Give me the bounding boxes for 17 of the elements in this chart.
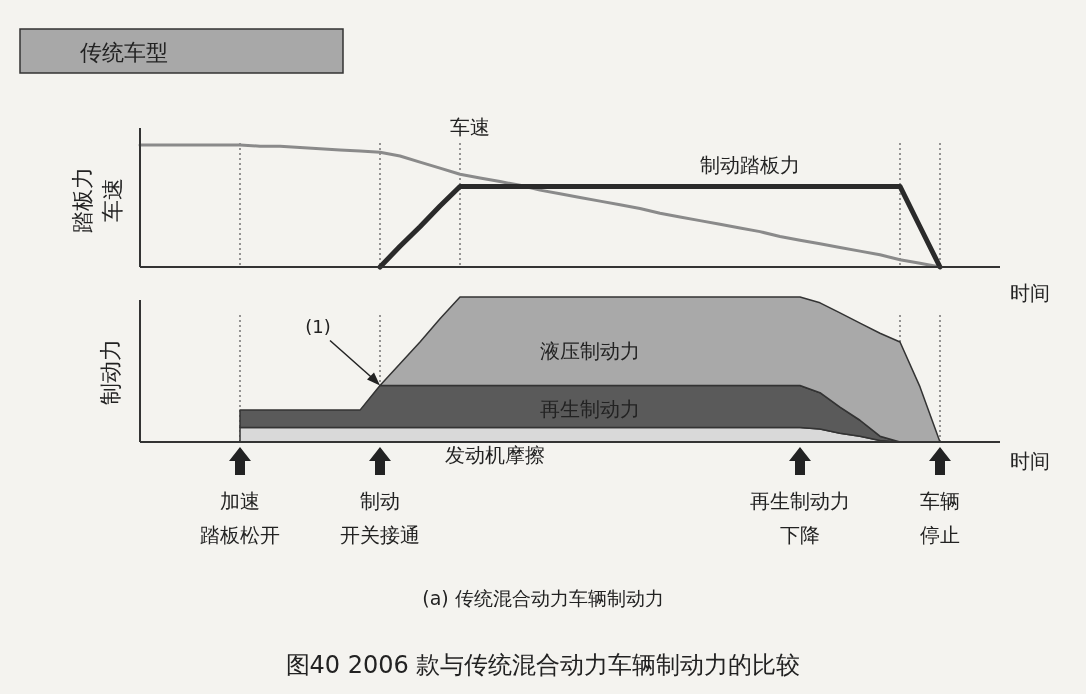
text: 再生制动力下降	[750, 489, 850, 547]
x-axis-title: 时间	[1010, 281, 1050, 305]
chart-title: 传统车型	[80, 40, 168, 65]
series-label: 液压制动力	[540, 339, 640, 363]
caption: 图40 2006 款与传统混合动力车辆制动力的比较	[285, 651, 801, 679]
y-axis-title: 制动力	[98, 339, 123, 405]
x-axis-title: 时间	[1010, 449, 1050, 473]
series-label: 再生制动力	[540, 397, 640, 421]
text: 车辆停止	[920, 489, 960, 547]
y-axis-title: 踏板力车速	[70, 167, 125, 233]
annotation: (1)	[305, 316, 331, 338]
text: (a) 传统混合动力车辆制动力	[422, 587, 664, 609]
series-label: 发动机摩擦	[445, 443, 545, 467]
series-label: 车速	[450, 115, 490, 139]
text: 加速踏板松开	[200, 489, 280, 547]
text: 制动开关接通	[340, 489, 420, 547]
series-label: 制动踏板力	[700, 153, 800, 177]
